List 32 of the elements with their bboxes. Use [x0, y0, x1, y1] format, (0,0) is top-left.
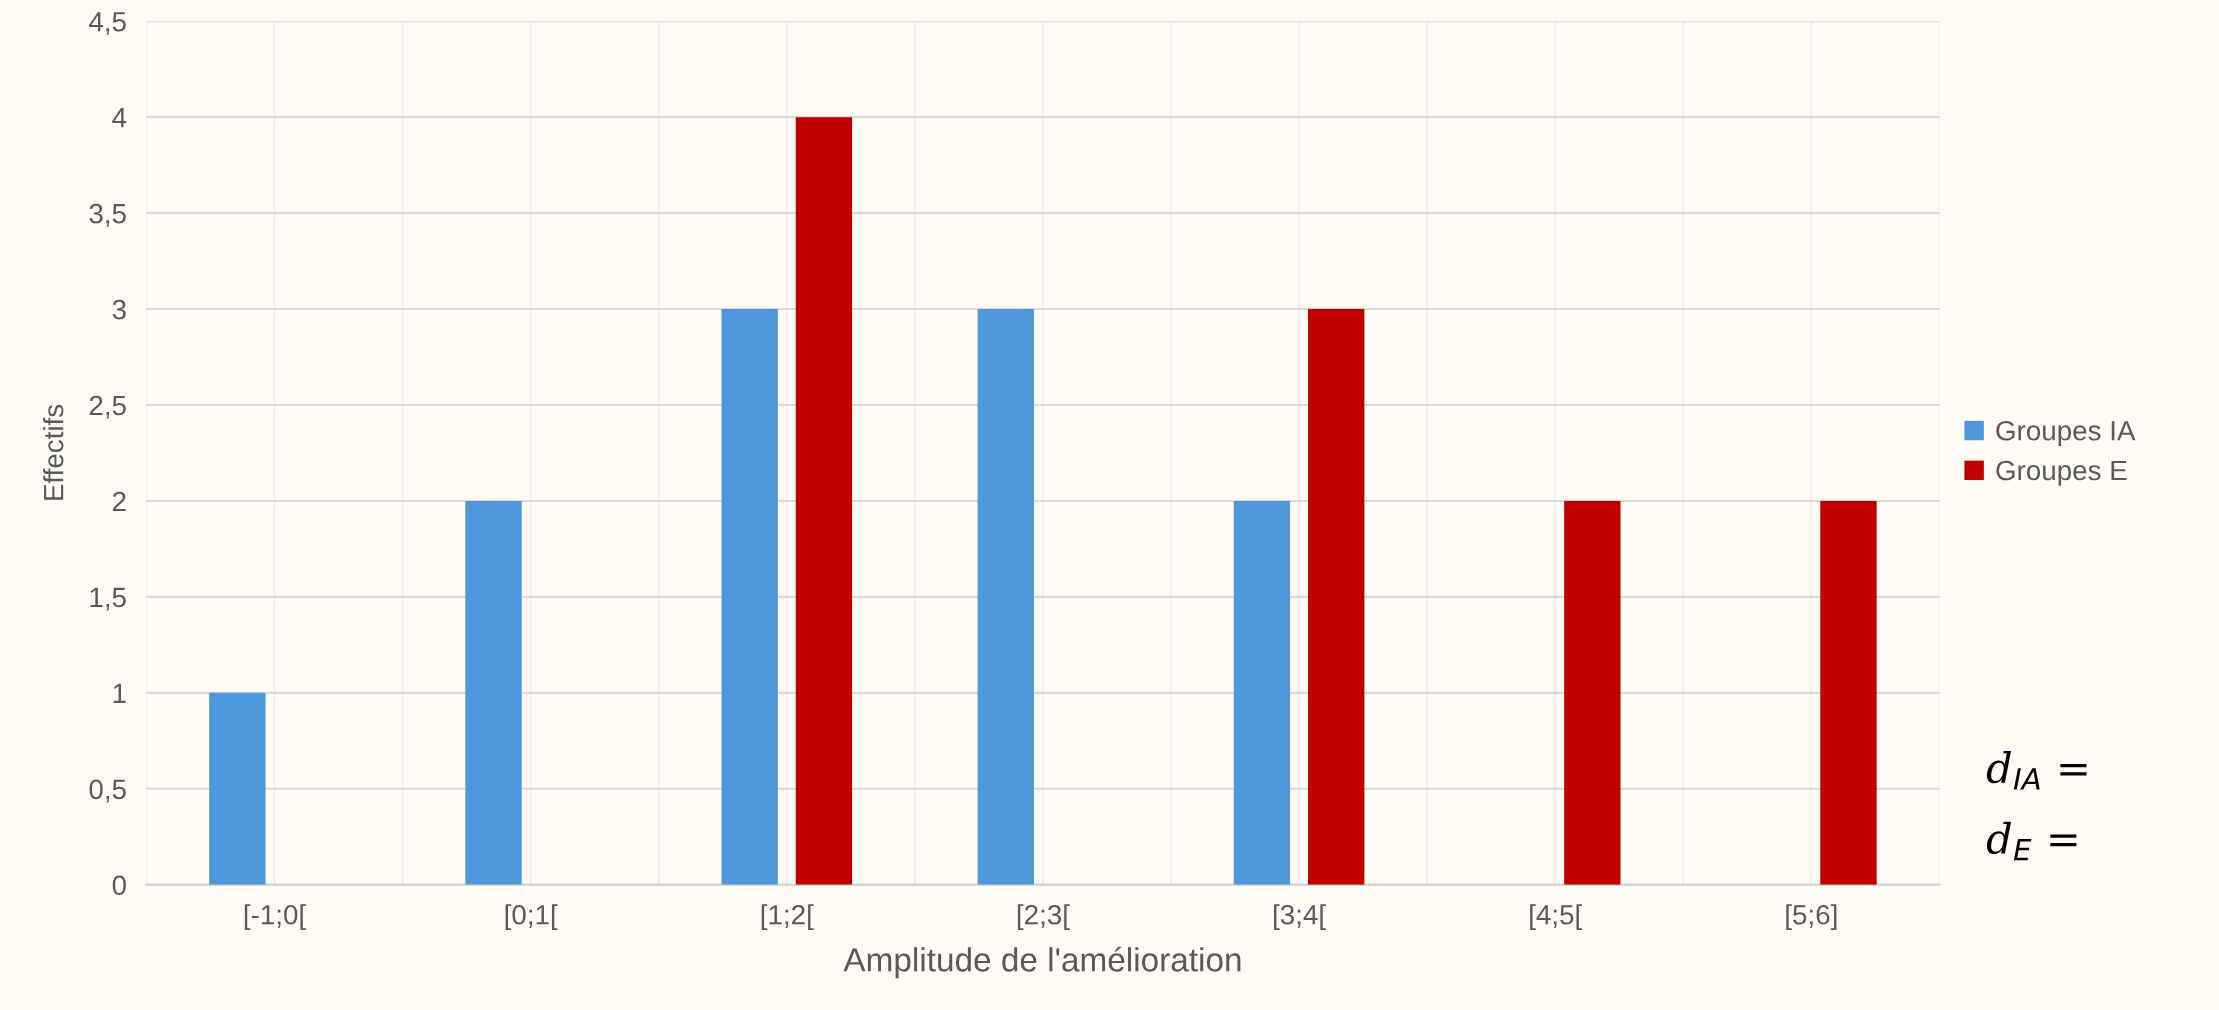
bar [1564, 500, 1621, 885]
y-tick-label: 0,5 [89, 779, 126, 803]
x-tick-label: [2;3[ [1017, 904, 1070, 931]
y-tick-label: 4,5 [89, 12, 126, 35]
bar [977, 309, 1034, 885]
y-tick-label: 1 [113, 683, 126, 703]
x-tick-label: [0;1[ [505, 904, 558, 931]
y-tick-label: 0 [112, 875, 126, 896]
x-tick-label: [-1;0[ [244, 904, 306, 931]
x-tick-label: [5;6] [1786, 904, 1837, 931]
y-tick-label: 4 [112, 108, 127, 128]
y-tick-label: 2,5 [89, 395, 126, 419]
legend-label: Groupes IA [1996, 420, 2136, 447]
y-tick-label: 3,5 [89, 203, 126, 227]
x-axis-title: Amplitude de l'amélioration [843, 946, 1241, 979]
legend-label: Groupes E [1996, 460, 2127, 486]
x-tick-label: [3;4[ [1274, 904, 1326, 931]
bar [465, 500, 522, 885]
bar [795, 117, 853, 885]
bar [721, 309, 778, 885]
y-tick-label: 1,5 [90, 587, 126, 611]
text: d$_{IA}$ = [1986, 751, 2087, 790]
bar [1308, 309, 1365, 885]
text: d$_{E}$ = [1986, 821, 2077, 861]
bar [209, 692, 266, 885]
x-tick-label: [4;5[ [1530, 904, 1583, 931]
y-tick-label: 3 [112, 299, 126, 320]
x-tick-label: [1;2[ [761, 904, 814, 931]
y-axis-title: Effectifs [43, 404, 64, 500]
bar [1233, 500, 1291, 885]
bar [1820, 500, 1877, 885]
y-tick-label: 2 [112, 491, 126, 512]
